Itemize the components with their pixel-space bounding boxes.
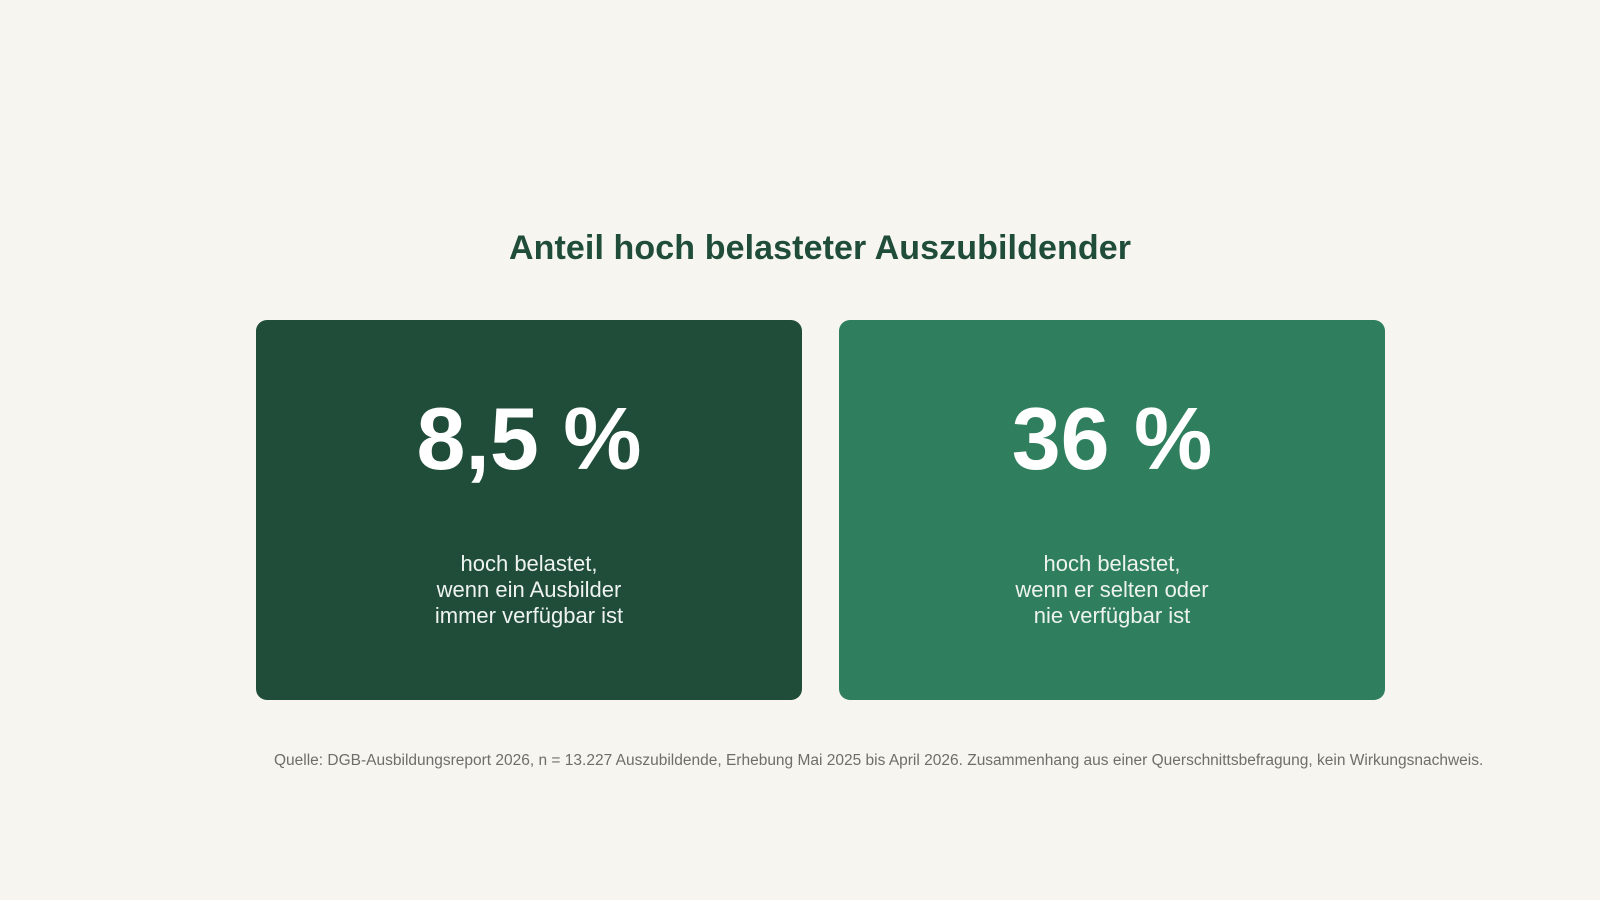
stat-description-line: hoch belastet,	[460, 551, 598, 576]
stat-description-line: nie verfügbar ist	[1033, 603, 1191, 628]
stat-description: hoch belastet, wenn er selten oder nie v…	[839, 551, 1385, 629]
stat-card-rarely-available: 36 % hoch belastet, wenn er selten oder …	[839, 320, 1385, 700]
stat-description: hoch belastet, wenn ein Ausbilder immer …	[256, 551, 802, 629]
stat-description-line: hoch belastet,	[1043, 551, 1181, 576]
source-note: Quelle: DGB-Ausbildungsreport 2026, n = …	[274, 752, 1484, 769]
stat-description-line: wenn ein Ausbilder	[436, 577, 622, 602]
stat-card-always-available: 8,5 % hoch belastet, wenn ein Ausbilder …	[256, 320, 802, 700]
stat-value: 36 %	[1011, 389, 1213, 488]
slide-title: Anteil hoch belasteter Auszubildender	[508, 229, 1132, 267]
stat-description-line: immer verfügbar ist	[434, 603, 624, 628]
stat-value: 8,5 %	[416, 389, 642, 488]
stat-description-line: wenn er selten oder	[1015, 577, 1209, 602]
